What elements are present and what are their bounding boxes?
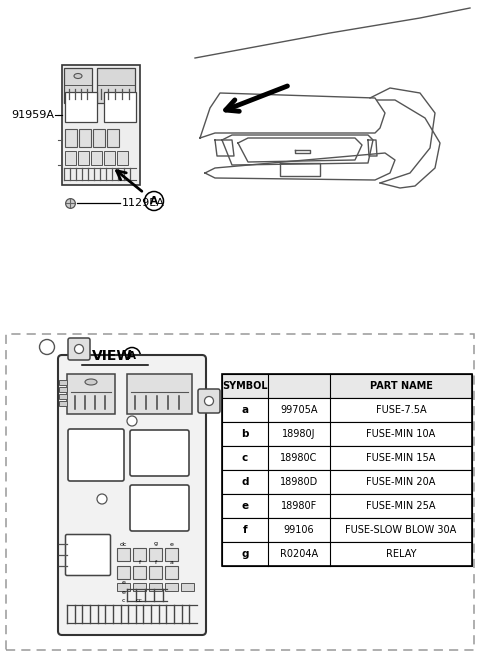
Bar [117,548,130,561]
Bar [133,566,146,579]
Text: FUSE-MIN 20A: FUSE-MIN 20A [366,477,436,487]
Bar [222,374,472,566]
Text: 18980C: 18980C [280,453,318,463]
Ellipse shape [74,73,82,79]
Text: R0204A: R0204A [280,549,318,559]
FancyBboxPatch shape [130,430,189,476]
Bar [107,129,119,147]
Text: e: e [241,501,249,511]
Bar [133,583,146,591]
Bar [97,68,135,103]
Bar [104,92,136,122]
Bar [117,583,130,591]
Bar [104,151,115,165]
Bar [222,518,472,542]
Text: f: f [243,525,247,535]
Bar [222,470,472,494]
Bar [165,583,178,591]
Bar [59,380,67,385]
Text: 18980J: 18980J [282,429,316,439]
Text: FUSE-MIN 25A: FUSE-MIN 25A [366,501,436,511]
Bar [149,566,162,579]
Text: FUSE-SLOW BLOW 30A: FUSE-SLOW BLOW 30A [346,525,456,535]
Circle shape [144,192,164,211]
Text: e: e [121,581,125,586]
Text: e: e [169,541,173,546]
Text: f: f [155,560,156,565]
FancyBboxPatch shape [65,535,110,575]
Bar [117,566,130,579]
Text: 1129EA: 1129EA [122,198,165,208]
Bar [222,422,472,446]
Text: PART NAME: PART NAME [370,381,432,391]
Text: RELAY: RELAY [386,549,416,559]
Text: 99705A: 99705A [280,405,318,415]
Bar [222,542,472,566]
Text: FUSE-MIN 10A: FUSE-MIN 10A [366,429,436,439]
FancyBboxPatch shape [198,389,220,413]
Bar [222,494,472,518]
Bar [181,583,194,591]
Text: f: f [138,560,141,565]
Text: FUSE-MIN 15A: FUSE-MIN 15A [366,453,436,463]
Bar [117,151,128,165]
Bar [59,387,67,392]
Text: dc: dc [120,541,127,546]
FancyBboxPatch shape [130,485,189,531]
Bar [65,151,76,165]
Text: a: a [241,405,249,415]
Bar [65,92,97,122]
Text: cc: cc [136,598,143,604]
Text: g: g [241,549,249,559]
FancyBboxPatch shape [58,355,206,635]
Text: d: d [241,477,249,487]
Circle shape [74,344,84,354]
Text: A: A [128,351,136,361]
Text: e: e [121,590,125,596]
Text: VIEW: VIEW [92,349,132,363]
FancyBboxPatch shape [68,338,90,360]
Bar [79,129,91,147]
Bar [65,129,77,147]
Bar [78,151,89,165]
FancyBboxPatch shape [68,429,124,481]
Ellipse shape [85,379,97,385]
Bar [91,151,102,165]
Text: 91959A: 91959A [11,110,54,120]
Text: a: a [169,560,173,565]
Bar [222,398,472,422]
Text: c: c [122,598,125,604]
Text: c: c [242,453,248,463]
Circle shape [123,348,141,365]
Bar [165,566,178,579]
Bar [127,374,192,414]
Bar [59,401,67,406]
Text: SYMBOL: SYMBOL [222,381,268,391]
Text: FUSE-7.5A: FUSE-7.5A [376,405,426,415]
Text: g: g [154,541,157,546]
Text: b: b [241,429,249,439]
Text: 18980F: 18980F [281,501,317,511]
Bar [64,68,92,103]
Bar [93,129,105,147]
Bar [222,446,472,470]
Circle shape [127,416,137,426]
Circle shape [39,340,55,354]
Bar [133,548,146,561]
Bar [62,65,140,185]
Bar [149,548,162,561]
Circle shape [97,494,107,504]
Bar [59,394,67,399]
Bar [149,583,162,591]
Text: 18980D: 18980D [280,477,318,487]
Bar [222,374,472,398]
Text: 99106: 99106 [284,525,314,535]
Bar [165,548,178,561]
Circle shape [204,396,214,405]
Bar [67,374,115,414]
Text: A: A [150,196,158,206]
